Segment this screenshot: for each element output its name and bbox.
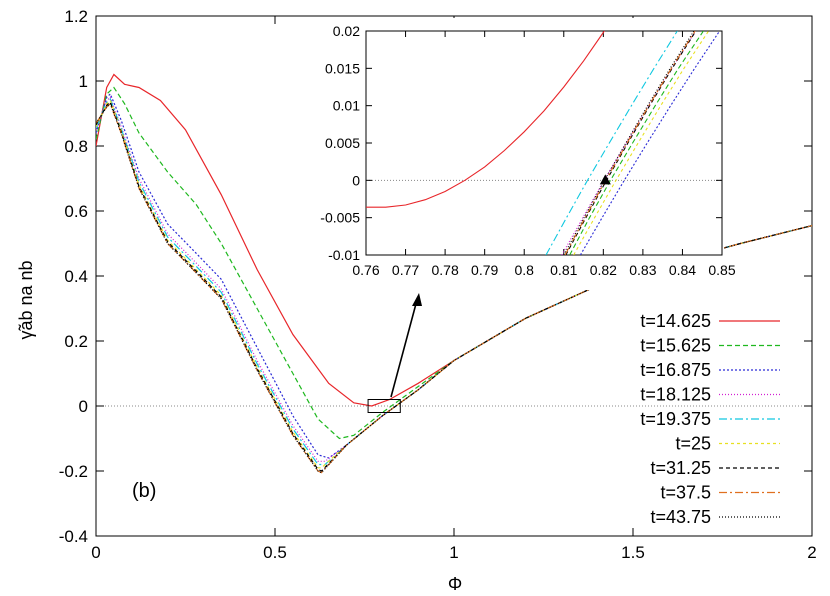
inset-background [306,18,724,290]
main-y-tick-label: 0.6 [64,202,88,221]
inset-series-line [569,31,704,255]
inset-series-line [563,31,695,255]
inset-y-tick-label: 0 [352,172,360,188]
zoom-box [367,399,401,413]
main-x-tick-label: 1.5 [621,543,645,562]
legend-label: t=37.5 [660,483,711,503]
legend-label: t=15.625 [640,336,711,356]
inset-series-line [573,31,710,255]
main-x-tick-label: 0 [91,543,100,562]
main-x-tick-label: 2 [807,543,816,562]
inset-x-tick-label: 0.83 [629,262,656,278]
panel-label: (b) [132,480,156,502]
inset-x-tick-label: 0.8 [514,262,534,278]
inset-x-tick-label: 0.85 [708,262,735,278]
triangle-marker [599,174,611,185]
inset-x-tick-label: 0.79 [471,262,498,278]
inset-y-tick-label: -0.01 [328,247,360,263]
inset-y-tick-label: 0.01 [333,98,360,114]
legend-label: t=14.625 [640,311,711,331]
main-x-tick-label: 1 [449,543,458,562]
inset-x-tick-label: 0.81 [550,262,577,278]
main-series-line [96,102,812,474]
main-y-tick-label: 0 [79,397,88,416]
inset-y-tick-label: -0.005 [320,210,360,226]
inset-x-tick-label: 0.84 [669,262,696,278]
inset-x-tick-label: 0.76 [352,262,379,278]
inset-x-tick-label: 0.82 [590,262,617,278]
inset-series-group [366,31,721,255]
inset-series-line [545,31,678,255]
main-series-group [96,73,812,474]
main-y-tick-label: 0.8 [64,137,88,156]
inset-y-tick-label: 0.015 [325,60,360,76]
inset-plot-area: -0.01 -0.005 0 0.005 0.01 0.015 0.02 0.76 0.77 0.… [306,18,736,290]
legend-label: t=25 [675,434,711,454]
zoom-arrow-head [412,293,422,306]
main-x-tick-label: 0.5 [263,543,287,562]
main-y-tick-label: 1 [79,72,88,91]
legend-label: t=31.25 [650,458,711,478]
legend-label: t=19.375 [640,409,711,429]
inset-series-line [565,31,697,255]
main-series-line [96,99,812,469]
main-y-tick-label: 1.2 [64,7,88,26]
x-axis-label: Φ [448,574,462,594]
main-series-line [96,92,812,459]
legend-label: t=43.75 [650,507,711,527]
inset-x-tick-label: 0.77 [392,262,419,278]
inset-y-tick-label: 0.005 [325,135,360,151]
zoom-arrow [390,299,418,398]
inset-series-line [564,31,696,255]
inset-x-tick-label: 0.78 [431,262,458,278]
main-y-tick-label: 0.4 [64,267,88,286]
main-plot-area: -0.4-0.200.20.40.60.811.20 0.5 1 1.5 2γ̃ab n… [16,7,817,562]
legend-label: t=18.125 [640,385,711,405]
main-y-tick-label: -0.4 [59,527,88,546]
legend: t=14.625 t=15.625 t=16.875 t=18.125 t=19.375… [640,311,780,527]
y-axis-label: γ̃ab na nb [16,260,36,339]
main-y-tick-label: 0.2 [64,332,88,351]
legend-label: t=16.875 [640,360,711,380]
main-series-line [96,97,812,466]
inset-series-line [366,31,605,208]
inset-y-tick-label: 0.02 [333,23,360,39]
main-y-tick-label: -0.2 [59,462,88,481]
